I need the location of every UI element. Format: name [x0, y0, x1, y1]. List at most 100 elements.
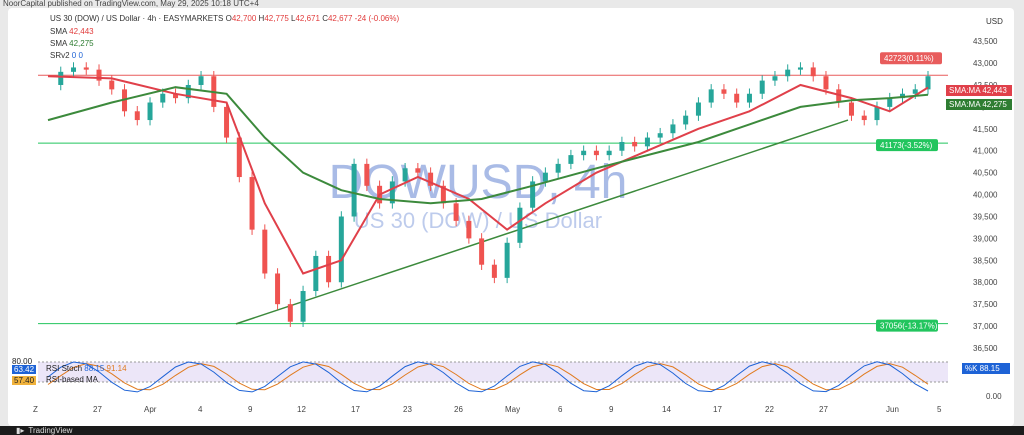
candle-body: [96, 69, 102, 81]
time-axis-label: 26: [454, 405, 463, 414]
stoch-legend[interactable]: RSI Stoch 88.15 91.14: [46, 364, 127, 373]
sma-legend-1[interactable]: SMA 42,443: [50, 27, 94, 36]
candle-body: [338, 216, 344, 283]
rsi-label: RSI: [46, 364, 60, 373]
candle-body: [326, 255, 332, 283]
watermark-name: US 30 (DOW) / US Dollar: [354, 208, 602, 233]
watermark-symbol: DOWUSD, 4h: [329, 156, 628, 209]
candle-body: [236, 137, 242, 178]
level-label: 41173(-3.52%): [880, 141, 933, 150]
candle-body: [249, 177, 255, 230]
time-axis-label: May: [505, 405, 520, 414]
candle-body: [785, 69, 791, 77]
price-axis-label: 36,500: [973, 344, 998, 353]
srv-legend[interactable]: SRv2 0 0: [50, 51, 83, 60]
candle-body: [364, 163, 370, 186]
time-axis-label: Apr: [144, 405, 157, 414]
candle-body: [134, 111, 140, 121]
symbol-title: US 30 (DOW) / US Dollar · 4h · EASYMARKE…: [50, 14, 224, 23]
rsi-based-legend[interactable]: RSI-based MA: [46, 375, 98, 384]
level-tag: [880, 52, 942, 65]
ma-tag-text: SMA:MA 42,443: [949, 86, 1007, 95]
sma2-label: SMA: [50, 39, 67, 48]
candle-body: [313, 255, 319, 292]
price-axis-label: 38,500: [973, 256, 998, 265]
candle-body: [58, 71, 64, 85]
price-axis-label: 41,000: [973, 147, 998, 156]
candle-body: [644, 137, 650, 147]
candle-body: [530, 181, 536, 208]
candle-body: [160, 93, 166, 103]
level-tag: [876, 319, 938, 332]
price-chart[interactable]: 43,50043,00042,50042,00041,50041,00040,5…: [8, 8, 1014, 426]
candle-body: [517, 207, 523, 243]
publisher-line: NoorCapital published on TradingView.com…: [0, 0, 1024, 8]
price-axis-label: 43,500: [973, 37, 998, 46]
candle-body: [83, 67, 89, 70]
candle-body: [810, 67, 816, 77]
sma-legend-2[interactable]: SMA 42,275: [50, 39, 94, 48]
candle-body: [440, 185, 446, 204]
price-axis-label: 40,500: [973, 169, 998, 178]
candle-body: [198, 76, 204, 85]
level-label: 42723(0.11%): [884, 54, 934, 63]
price-axis-label: 39,000: [973, 234, 998, 243]
candle-body: [71, 67, 77, 72]
publisher-text: NoorCapital published on TradingView.com…: [3, 0, 259, 8]
time-axis-label: 9: [248, 405, 253, 414]
sma2-value: 42,275: [69, 39, 94, 48]
candle-body: [925, 76, 931, 90]
candle-body: [300, 291, 306, 322]
candle-body: [287, 304, 293, 322]
candle-body: [581, 150, 587, 156]
candle-body: [453, 203, 459, 221]
low-value: 42,671: [295, 14, 320, 23]
candle-body: [185, 84, 191, 99]
time-axis-label: 22: [765, 405, 774, 414]
time-axis-label: 4: [198, 405, 203, 414]
high-label: H: [258, 14, 265, 23]
ma-tag: [946, 85, 1012, 96]
oscillator-band: [38, 362, 948, 382]
tradingview-logo-icon: ▮▸: [16, 426, 25, 435]
candle-body: [173, 93, 179, 99]
chart-panel[interactable]: 43,50043,00042,50042,00041,50041,00040,5…: [8, 8, 1014, 426]
candle-body: [772, 76, 778, 81]
candle-body: [109, 80, 115, 90]
candle-body: [912, 89, 918, 94]
candle-body: [593, 150, 599, 156]
sma1-label: SMA: [50, 27, 67, 36]
footer-bar: ▮▸ TradingView: [0, 426, 1024, 435]
open-label: O: [225, 14, 232, 23]
candle-body: [466, 220, 472, 239]
candle-body: [224, 106, 230, 138]
candle-body: [708, 89, 714, 103]
time-axis-label: 23: [403, 405, 412, 414]
srv-label: SRv2: [50, 51, 70, 60]
stoch-k-value: 88.15: [84, 364, 105, 373]
candle-body: [428, 172, 434, 186]
candle-body: [415, 168, 421, 173]
symbol-header: US 30 (DOW) / US Dollar · 4h · EASYMARKE…: [50, 14, 399, 23]
level-label: 37056(-13.17%): [880, 322, 938, 331]
candle-body: [262, 229, 268, 274]
sma-slow-line: [47, 86, 929, 205]
time-axis-label: 17: [351, 405, 360, 414]
candle-body: [887, 98, 893, 107]
sma1-value: 42,443: [69, 27, 94, 36]
candle-body: [632, 141, 638, 147]
candle-body: [683, 115, 689, 125]
candle-body: [619, 141, 625, 151]
candle-body: [836, 89, 842, 103]
price-axis-label: 43,000: [973, 59, 998, 68]
candle-body: [389, 181, 395, 204]
candle-body: [695, 102, 701, 116]
currency-label: USD: [986, 17, 1003, 26]
footer-brand: TradingView: [28, 426, 73, 435]
sma-fast-line: [47, 75, 929, 275]
candle-body: [657, 133, 663, 138]
time-axis-label: 27: [93, 405, 102, 414]
trendline: [235, 119, 849, 325]
candle-body: [402, 168, 408, 182]
